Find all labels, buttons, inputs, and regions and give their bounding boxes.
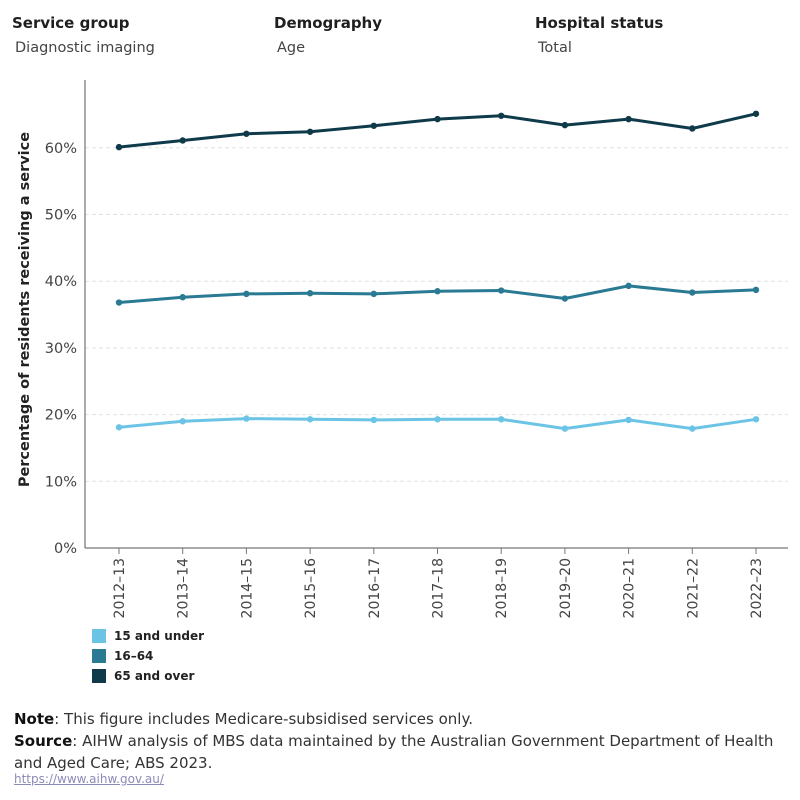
data-point xyxy=(179,418,186,425)
data-point xyxy=(243,290,250,298)
data-point xyxy=(689,425,696,432)
data-point xyxy=(370,290,377,298)
x-tick-label: 2012–13 xyxy=(112,558,128,618)
data-point xyxy=(243,130,250,137)
y-tick-label: 50% xyxy=(45,208,77,224)
data-point xyxy=(434,288,441,295)
data-point xyxy=(625,282,632,290)
filter-value[interactable]: Age xyxy=(277,40,306,56)
legend-label: 15 and under xyxy=(114,629,205,643)
legend-item[interactable]: 15 and under xyxy=(92,626,204,646)
x-tick-label: 2016–17 xyxy=(367,558,383,618)
data-point xyxy=(370,122,377,129)
filter-bar: Service group Diagnostic imaging Demogra… xyxy=(0,14,800,64)
y-tick-label: 40% xyxy=(45,274,77,290)
y-tick-label: 10% xyxy=(45,474,77,490)
data-point xyxy=(306,416,314,423)
legend-swatch xyxy=(92,649,106,663)
y-tick-label: 20% xyxy=(45,408,77,424)
x-tick-label: 2013–14 xyxy=(176,558,192,619)
filter-demography[interactable]: Demography Age xyxy=(274,14,382,56)
filter-label: Service group xyxy=(12,14,130,32)
data-point xyxy=(306,290,314,297)
data-point xyxy=(115,424,123,431)
data-point xyxy=(243,415,250,422)
x-tick-label: 2014–15 xyxy=(239,558,255,618)
filter-label: Hospital status xyxy=(535,14,664,32)
data-point xyxy=(752,416,760,423)
filter-hospital-status[interactable]: Hospital status Total xyxy=(535,14,663,56)
data-point xyxy=(115,143,123,151)
legend-swatch xyxy=(92,629,106,643)
legend-label: 16–64 xyxy=(114,649,154,663)
x-tick-label: 2020–21 xyxy=(622,558,638,618)
x-tick-label: 2021–22 xyxy=(685,558,701,618)
note-text: : This figure includes Medicare-subsidis… xyxy=(54,710,473,728)
legend-label: 65 and over xyxy=(114,669,195,683)
y-tick-label: 0% xyxy=(54,541,77,557)
data-point xyxy=(498,112,505,119)
filter-service-group[interactable]: Service group Diagnostic imaging xyxy=(12,14,155,56)
aihw-link[interactable]: https://www.aihw.gov.au/ xyxy=(14,772,164,786)
data-point xyxy=(561,121,569,129)
data-point xyxy=(434,416,441,423)
source-text: : AIHW analysis of MBS data maintained b… xyxy=(14,732,774,772)
line-chart: 0% 10% 20% 30% 40% 50% 60% 2012–13 2013–14 2014–1… xyxy=(17,80,788,619)
filter-label: Demography xyxy=(274,14,383,32)
data-point xyxy=(370,416,377,424)
data-point xyxy=(561,295,569,302)
y-tick-label: 60% xyxy=(45,141,77,157)
data-point xyxy=(179,294,186,301)
legend-item[interactable]: 65 and over xyxy=(92,666,204,686)
note-label: Note xyxy=(14,710,55,728)
filter-value[interactable]: Diagnostic imaging xyxy=(15,40,155,56)
data-point xyxy=(115,299,123,306)
data-point xyxy=(179,137,186,144)
data-point xyxy=(498,287,505,294)
legend-item[interactable]: 16–64 xyxy=(92,646,204,666)
y-axis-title: Percentage of residents receiving a serv… xyxy=(17,132,33,487)
x-tick-label: 2022–23 xyxy=(749,558,765,618)
x-tick-label: 2015–16 xyxy=(303,558,319,619)
data-point xyxy=(561,425,569,432)
data-point xyxy=(625,416,632,424)
data-point xyxy=(306,128,314,135)
x-tick-label: 2017–18 xyxy=(431,558,447,618)
x-tick-label: 2019–20 xyxy=(558,558,574,618)
data-point xyxy=(434,115,441,123)
legend-swatch xyxy=(92,669,106,683)
x-tick-label: 2018–19 xyxy=(494,558,510,618)
source: Source: AIHW analysis of MBS data mainta… xyxy=(14,730,784,774)
data-point xyxy=(752,286,760,294)
y-tick-label: 30% xyxy=(45,341,77,357)
filter-value[interactable]: Total xyxy=(538,40,572,56)
source-label: Source xyxy=(14,732,73,750)
note: Note: This figure includes Medicare-subs… xyxy=(14,708,784,730)
data-point xyxy=(498,416,505,423)
data-point xyxy=(689,125,696,132)
data-point xyxy=(752,110,760,117)
data-point xyxy=(689,289,696,296)
data-point xyxy=(625,115,632,123)
chart-footer: Note: This figure includes Medicare-subs… xyxy=(14,708,784,774)
chart-legend: 15 and under 16–64 65 and over xyxy=(92,626,204,686)
